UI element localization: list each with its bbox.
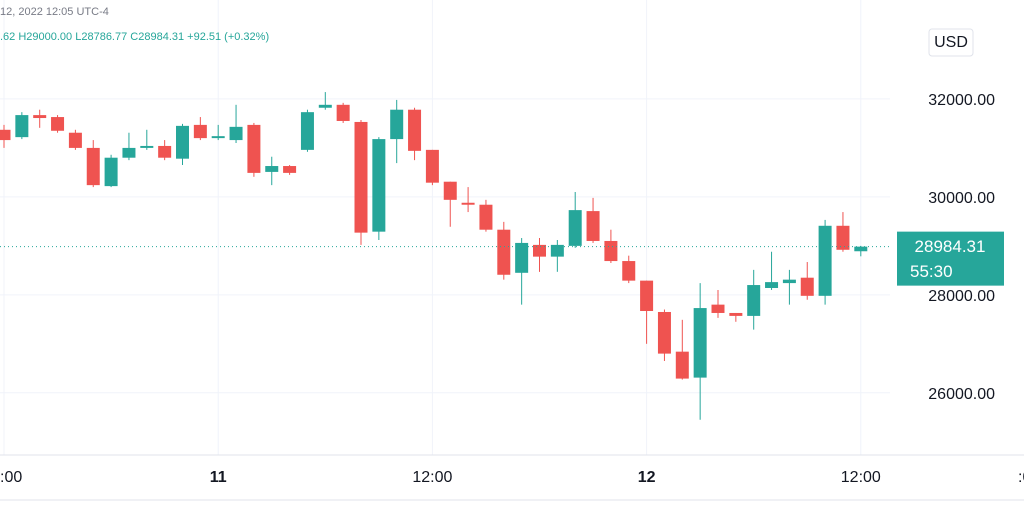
candle-body xyxy=(51,117,65,131)
candle-body xyxy=(229,126,243,141)
candle-body xyxy=(354,121,368,233)
candle-body xyxy=(86,147,100,186)
candle-body xyxy=(247,124,261,173)
candle-body xyxy=(586,211,600,241)
candle-body xyxy=(533,244,546,257)
candle-body xyxy=(390,109,404,140)
candle-body xyxy=(550,244,564,257)
candle-body xyxy=(372,139,386,232)
candle-body xyxy=(443,181,457,200)
candle-body xyxy=(0,129,11,141)
candle-body xyxy=(711,304,725,313)
candle-body xyxy=(68,132,82,148)
candle-body xyxy=(479,204,493,230)
y-tick-label: 28000.00 xyxy=(928,288,995,305)
candle-body xyxy=(854,246,868,252)
candle-body xyxy=(283,166,297,173)
x-tick-label: 11 xyxy=(210,469,227,486)
candle-body xyxy=(336,104,350,121)
candle-body xyxy=(640,280,654,312)
candle-body xyxy=(729,312,743,316)
candle-body xyxy=(782,279,796,284)
candle-body xyxy=(193,124,207,139)
candle-body xyxy=(176,125,189,159)
candle-body xyxy=(104,157,118,187)
currency-box[interactable] xyxy=(928,28,974,57)
candle-body xyxy=(604,240,618,262)
candle-body xyxy=(515,242,529,273)
candle-body xyxy=(15,115,29,138)
y-tick-label: 30000.00 xyxy=(928,190,995,207)
x-tick-label: 12:00 xyxy=(841,469,881,486)
candle-body xyxy=(693,308,707,378)
ohlc-legend: .62 H29000.00 L28786.77 C28984.31 +92.51… xyxy=(0,31,269,43)
x-tick-label: :00 xyxy=(0,469,22,486)
x-tick-label: 12:00 xyxy=(412,469,452,486)
candle-body xyxy=(265,166,279,172)
candle-body xyxy=(461,202,475,205)
candle-body xyxy=(818,225,832,296)
candle-body xyxy=(300,112,314,150)
candles xyxy=(0,92,868,420)
last-price-box xyxy=(897,231,1004,286)
candle-body xyxy=(158,145,172,158)
y-tick-label: 32000.00 xyxy=(928,92,995,109)
candle-body xyxy=(122,147,136,158)
candle-body xyxy=(747,285,761,316)
x-tick-label: :0 xyxy=(1018,469,1024,486)
candle-body xyxy=(497,229,511,275)
y-tick-label: 26000.00 xyxy=(928,386,995,403)
candle-body xyxy=(800,277,814,296)
candle-body xyxy=(408,109,422,151)
candle-body xyxy=(675,351,689,379)
candle-body xyxy=(622,261,636,281)
candle-body xyxy=(836,225,850,250)
candle-body xyxy=(568,210,582,246)
candle-body xyxy=(318,104,332,108)
candle-body xyxy=(765,282,779,288)
x-tick-label: 12 xyxy=(638,469,656,486)
candle-body xyxy=(657,311,671,354)
candle-body xyxy=(425,149,439,183)
last-price-label: 28984.31 xyxy=(915,237,986,256)
datetime: 12, 2022 12:05 UTC-4 xyxy=(0,6,109,18)
currency[interactable]: USD xyxy=(934,34,968,51)
countdown: 55:30 xyxy=(910,262,953,281)
candle-body xyxy=(211,136,225,139)
candle-body xyxy=(140,145,154,148)
candle-body xyxy=(33,115,47,119)
